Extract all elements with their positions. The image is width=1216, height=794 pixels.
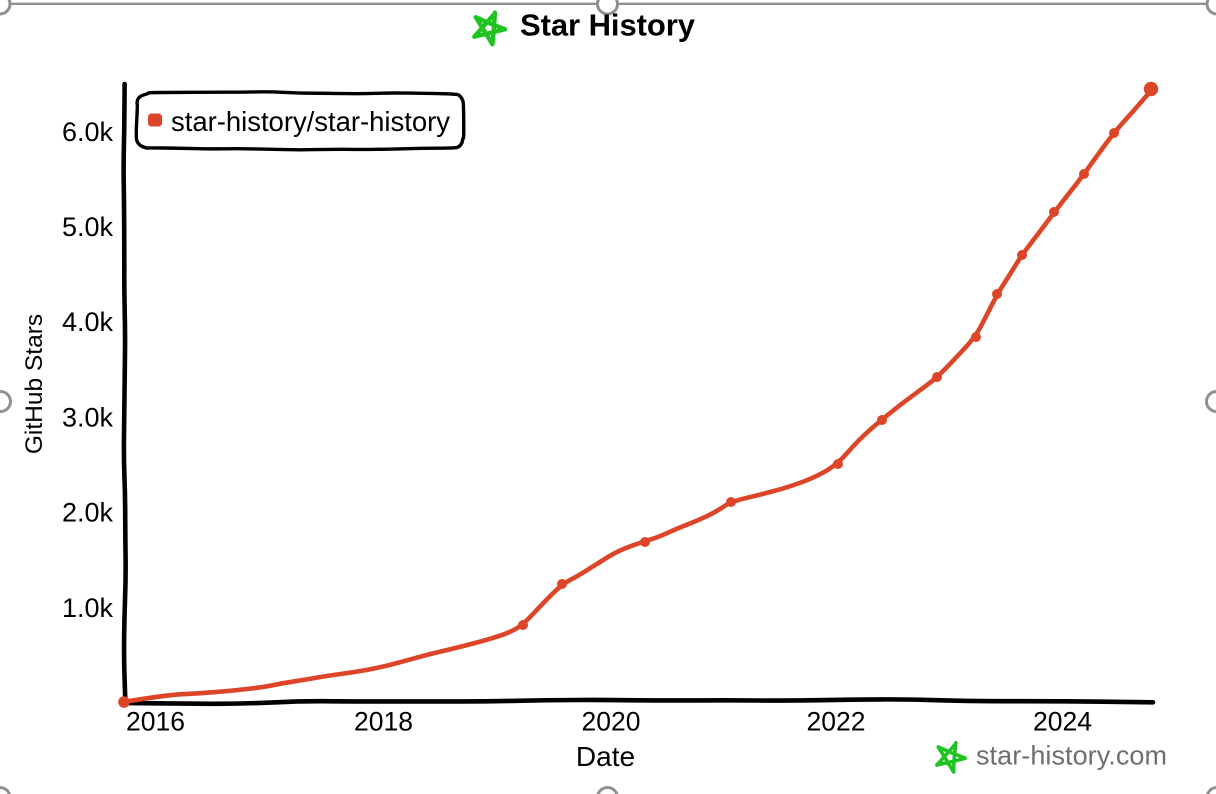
svg-text:4.0k: 4.0k <box>62 307 114 337</box>
svg-text:2016: 2016 <box>126 707 185 737</box>
svg-text:2022: 2022 <box>807 707 866 737</box>
svg-text:GitHub Stars: GitHub Stars <box>21 314 48 454</box>
svg-text:1.0k: 1.0k <box>62 593 114 623</box>
svg-text:2.0k: 2.0k <box>62 498 114 528</box>
svg-text:star-history/star-history: star-history/star-history <box>171 106 450 137</box>
svg-text:2020: 2020 <box>582 707 641 737</box>
svg-text:Star History: Star History <box>520 8 696 43</box>
svg-text:6.0k: 6.0k <box>62 117 114 147</box>
svg-text:2024: 2024 <box>1033 707 1092 737</box>
svg-text:5.0k: 5.0k <box>62 212 114 242</box>
svg-text:Date: Date <box>576 741 635 772</box>
svg-text:2018: 2018 <box>354 707 413 737</box>
svg-text:star-history.com: star-history.com <box>976 741 1167 771</box>
svg-text:3.0k: 3.0k <box>62 402 114 432</box>
